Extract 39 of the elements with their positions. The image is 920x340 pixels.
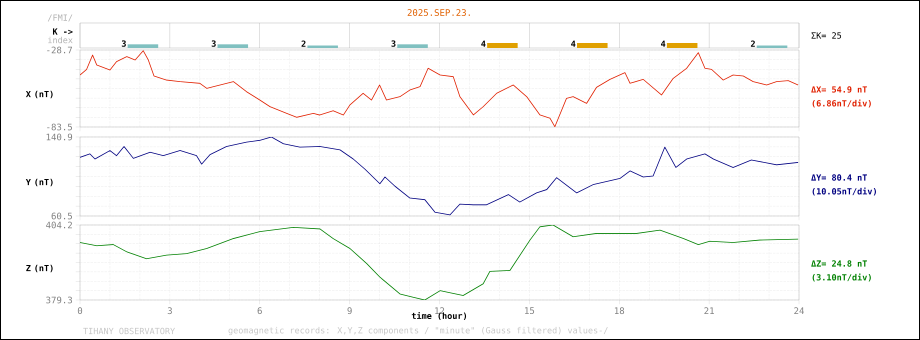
data-label: 3 bbox=[122, 40, 126, 47]
y-tick-label: 379.3 bbox=[46, 296, 72, 304]
x-tick-label: 0 bbox=[78, 307, 82, 314]
text: (10.05nT/div) bbox=[812, 187, 876, 196]
text: index bbox=[48, 36, 73, 44]
text: (6.86nT/div) bbox=[812, 99, 871, 108]
text: ΔY= 80.4 nT bbox=[811, 174, 867, 181]
x-tick-label: 18 bbox=[614, 307, 624, 314]
y-tick-label: 60.5 bbox=[52, 212, 72, 220]
data-label: 2 bbox=[750, 40, 755, 47]
x-tick-label: 6 bbox=[258, 307, 262, 314]
text: ΣK= 25 bbox=[812, 32, 842, 39]
chart-title: 2025.SEP.23. bbox=[408, 9, 470, 16]
y-axis-title: Z (nT) bbox=[26, 264, 53, 272]
x-tick-label: 9 bbox=[347, 307, 352, 314]
data-label: 2 bbox=[302, 40, 306, 47]
text: (3.10nT/div) bbox=[812, 273, 871, 282]
text: TIHANY OBSERVATORY bbox=[83, 328, 175, 334]
x-tick-label: 21 bbox=[704, 307, 714, 314]
y-tick-label: 404.2 bbox=[46, 222, 72, 228]
x-tick-label: 3 bbox=[168, 307, 172, 314]
y-axis-title: X (nT) bbox=[26, 90, 53, 98]
y-tick-label: 140.9 bbox=[46, 134, 72, 140]
text: ΔX= 54.9 nT bbox=[811, 86, 867, 93]
y-tick-label: -28.7 bbox=[47, 46, 72, 54]
y-axis-title: K -> bbox=[52, 28, 73, 35]
data-label: 3 bbox=[212, 40, 216, 47]
data-label: 3 bbox=[391, 40, 396, 47]
x-tick-label: 12 bbox=[435, 307, 444, 314]
text: /FMI/ bbox=[48, 14, 72, 22]
x-tick-label: 24 bbox=[794, 307, 804, 314]
data-label: 4 bbox=[660, 40, 666, 47]
data-label: 4 bbox=[571, 40, 576, 47]
text: ΔZ= 24.8 nT bbox=[811, 260, 867, 267]
data-label: 4 bbox=[481, 40, 486, 47]
y-tick-label: -83.5 bbox=[47, 124, 72, 130]
x-tick-label: 15 bbox=[525, 307, 534, 314]
text: geomagnetic records: X,Y,Z components / "minute" (Gauss filtered) values-/ bbox=[228, 326, 608, 336]
y-axis-title: Y (nT) bbox=[26, 178, 53, 186]
